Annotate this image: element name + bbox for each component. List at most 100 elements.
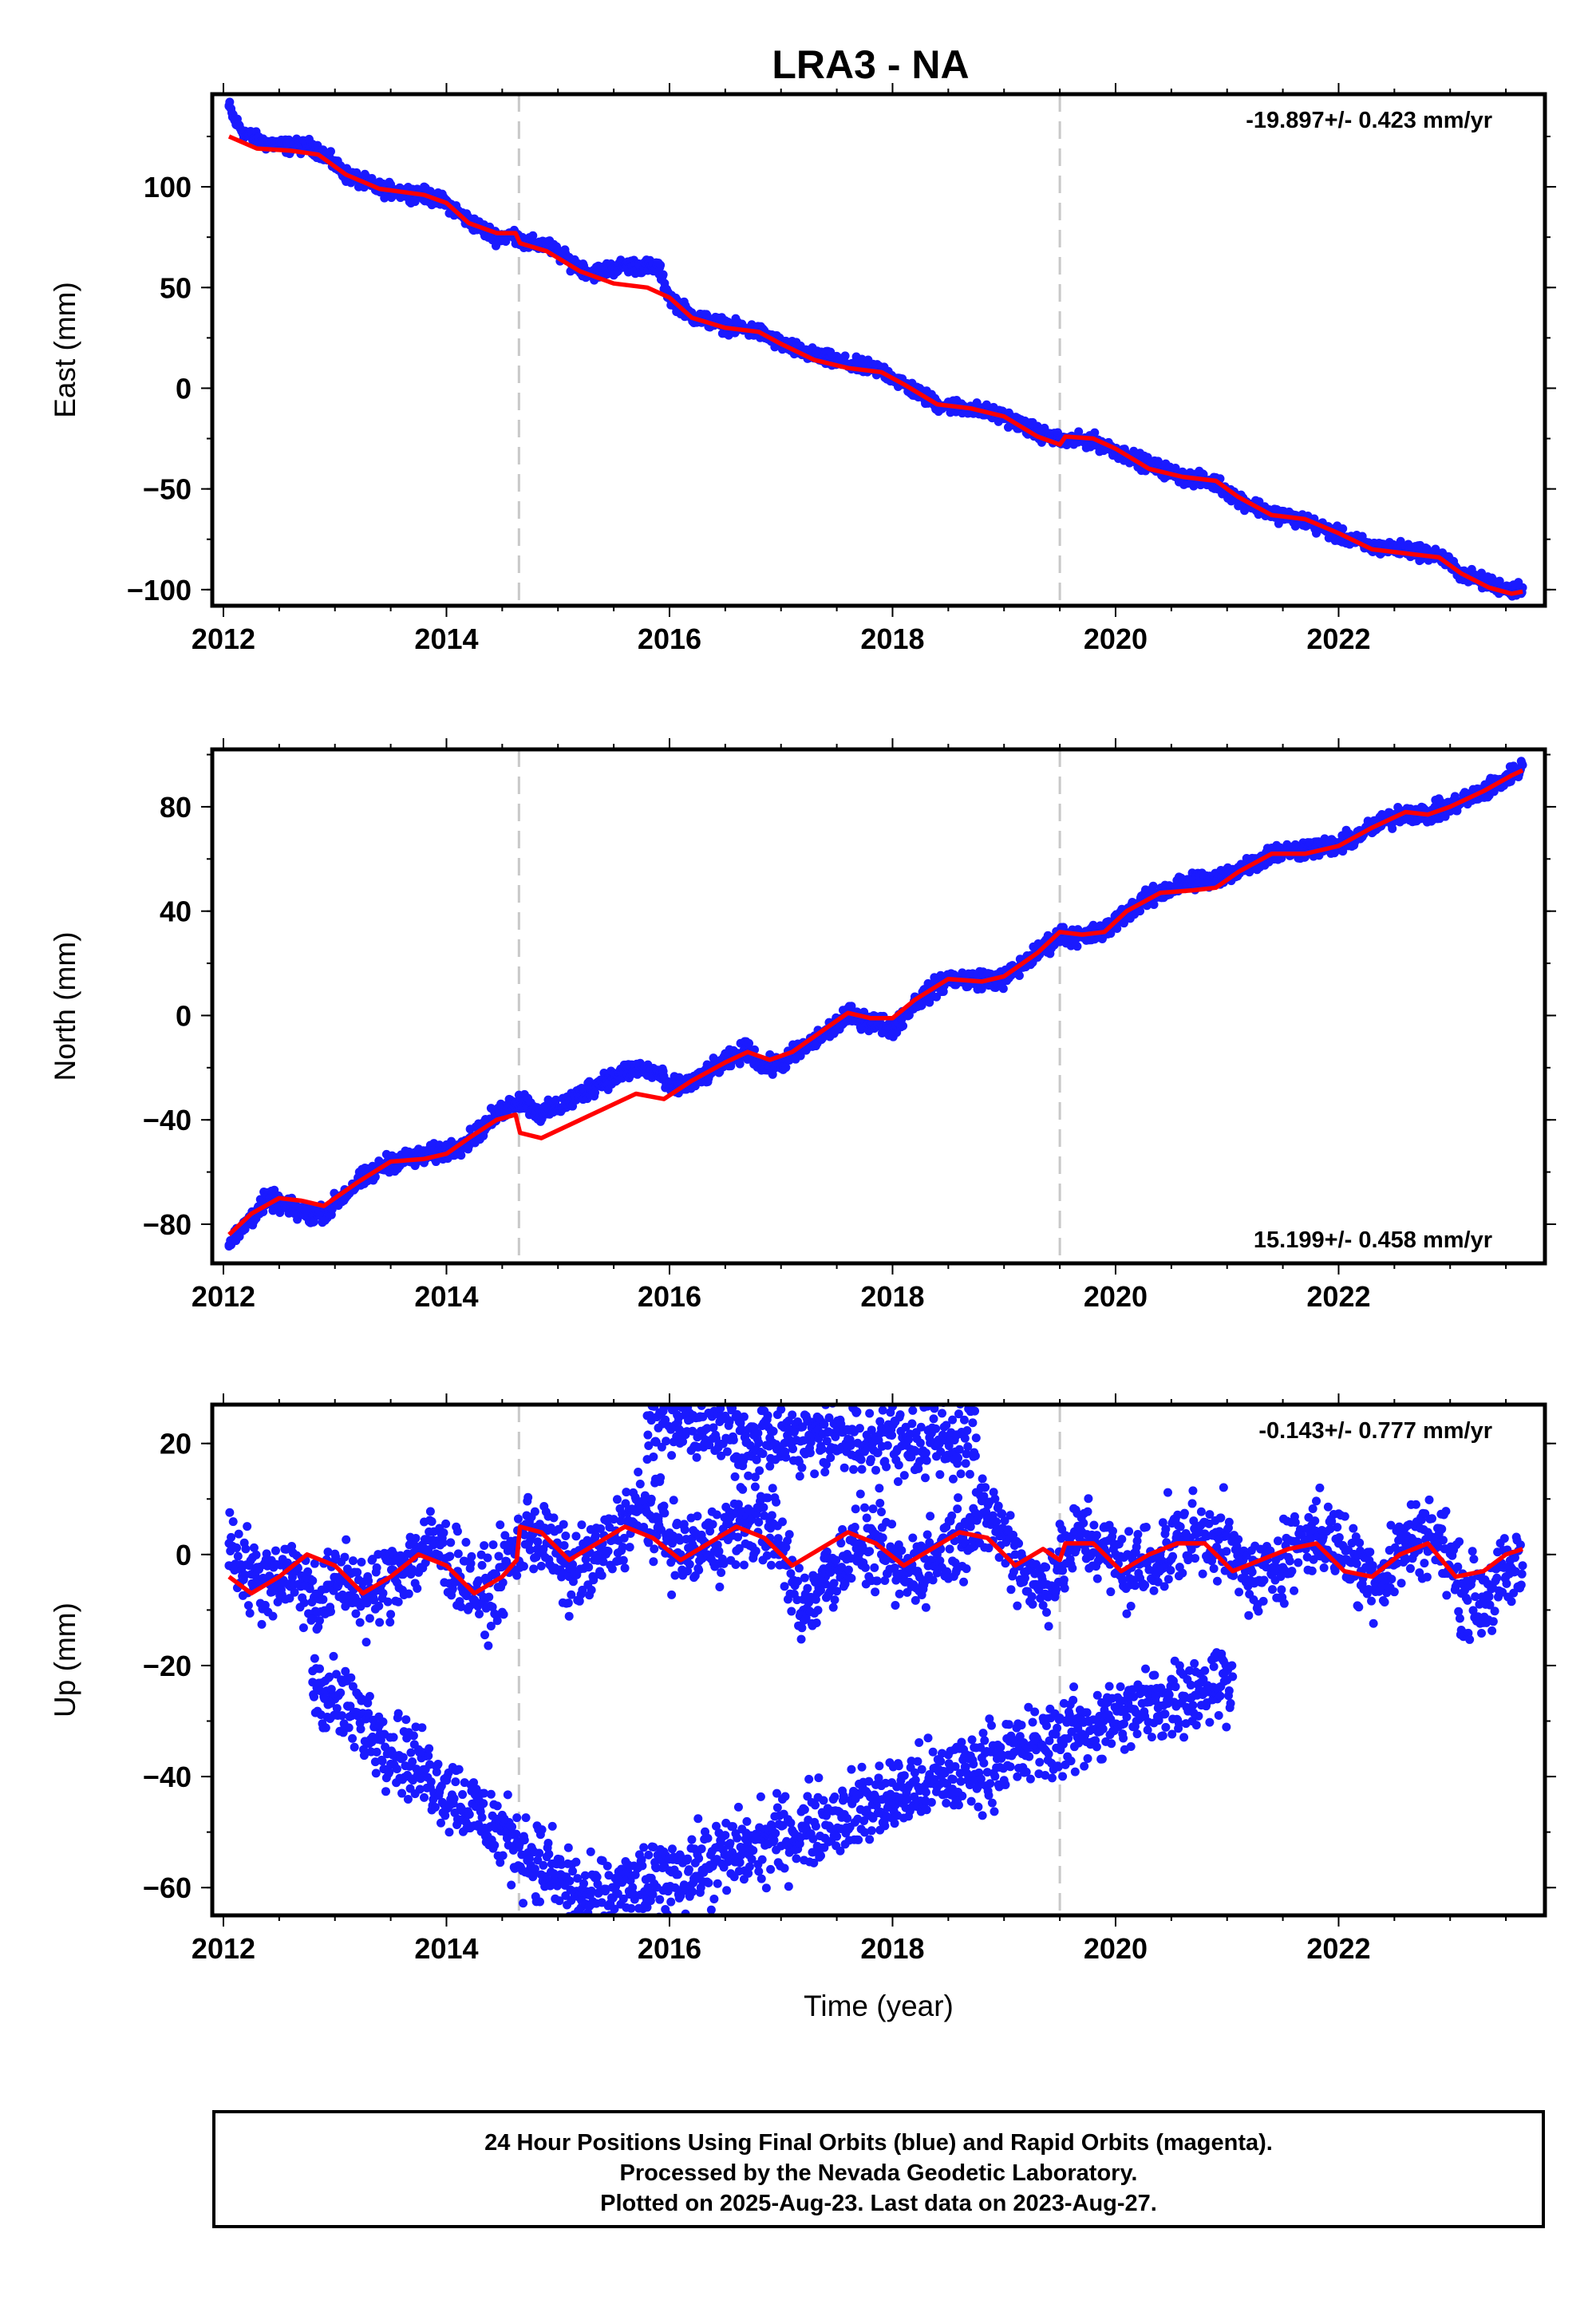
y-tick-label: 80 [160,791,192,824]
data-point [427,1516,437,1526]
data-point [796,1634,806,1644]
data-point [750,1482,760,1492]
data-point [323,1547,333,1557]
data-point [762,1551,772,1560]
data-point [794,1563,804,1573]
data-point [528,231,538,240]
x-tick-label: 2018 [860,1280,924,1313]
data-point [251,1550,261,1559]
data-point [260,1600,270,1610]
data-point [225,1508,235,1517]
data-dots [224,97,1527,601]
data-point [357,1557,366,1567]
x-tick-label: 2020 [1084,622,1148,655]
data-point [446,1538,456,1547]
data-point [448,1584,457,1594]
data-point [353,1567,362,1577]
data-point [285,1594,294,1603]
data-point [374,1601,384,1611]
data-point [705,1527,715,1536]
data-point [618,1555,628,1565]
data-point [577,1520,587,1530]
data-point [456,1602,466,1611]
data-point [326,1607,335,1616]
data-point [680,1525,689,1535]
data-point [1136,907,1145,916]
chart-panel-1: 2012 2014 2016 2018 2020 2022−100−50050100Eas… [49,42,1556,655]
data-point [598,1557,608,1567]
data-point [411,1534,421,1543]
data-point [658,270,668,279]
y-tick-label: −100 [127,574,192,607]
data-point [563,1599,573,1608]
data-point [564,1611,574,1621]
data-point [715,1583,725,1592]
data-point [404,1589,413,1599]
data-point [559,1540,569,1550]
data-point [310,1217,319,1227]
data-point [971,1433,981,1443]
data-point [683,1567,693,1576]
x-tick-label: 2014 [414,1280,478,1313]
data-point [646,1494,656,1504]
data-point [709,1053,718,1063]
data-point [654,1513,663,1523]
data-point [413,1583,422,1593]
data-point [751,1547,760,1556]
data-point [644,1538,654,1547]
data-point [452,1527,462,1536]
data-point [441,1519,451,1528]
data-point [767,1511,776,1520]
data-point [618,1542,627,1551]
plot-area [224,757,1527,1251]
data-point [612,1495,622,1504]
data-point [299,1598,309,1607]
data-point [551,1095,561,1105]
data-point [616,1516,626,1526]
data-point [1338,524,1348,533]
y-tick-label: 0 [176,372,192,405]
data-point [287,1542,297,1551]
data-point [693,1512,702,1521]
data-point [690,1081,700,1091]
chart-panel-2: 2012 2014 2016 2018 2020 2022−80−4004080North… [49,738,1556,1313]
y-tick-label: 40 [160,895,192,928]
plot-frame [210,92,1547,608]
data-point [257,1619,267,1629]
data-point [519,1530,529,1539]
data-point [575,1596,584,1606]
data-point [262,1549,271,1559]
data-point [634,1468,643,1477]
data-point [733,1532,743,1542]
data-point [625,1543,634,1552]
data-point [496,1520,505,1530]
data-point [768,1484,777,1493]
data-point [917,1001,926,1010]
data-point [530,1507,539,1516]
data-point [243,1522,252,1531]
data-point [488,1540,498,1550]
data-point [603,1547,613,1556]
data-point [1450,792,1460,801]
y-tick-label: 100 [144,171,192,204]
data-point [494,1551,504,1561]
data-point [372,1563,381,1572]
data-point [620,1563,630,1573]
data-point [386,180,396,189]
data-point [694,1565,704,1575]
plot-area [224,1405,1527,1915]
data-point [714,1547,724,1556]
data-point [803,1583,812,1593]
data-point [1489,787,1499,796]
data-point [619,1533,629,1543]
data-point [351,1609,361,1618]
data-point [228,1517,238,1527]
data-point [759,1503,768,1512]
data-point [466,1559,476,1568]
data-point [241,1544,251,1554]
data-point [667,1539,677,1548]
data-point [786,1569,796,1579]
data-point [513,1514,523,1524]
